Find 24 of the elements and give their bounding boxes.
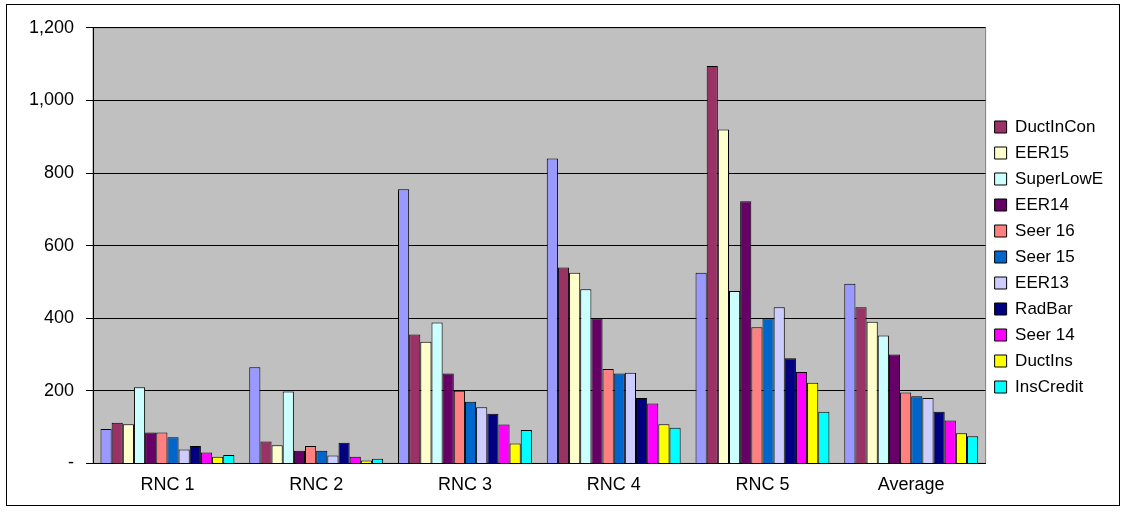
legend-label: Seer 15 xyxy=(1015,246,1075,266)
y-tick-label: 400 xyxy=(44,307,75,328)
legend-label: SuperLowE xyxy=(1015,168,1103,188)
x-tick-label: RNC 3 xyxy=(437,474,492,495)
x-tick-label: RNC 5 xyxy=(735,474,790,495)
y-tick-label: - xyxy=(68,452,75,473)
legend-label: DuctInCon xyxy=(1015,116,1096,136)
y-tick-label: 200 xyxy=(44,379,75,400)
y-tick-label: 1,200 xyxy=(29,16,75,37)
legend-label: Seer 14 xyxy=(1015,324,1075,344)
legend-label: RadBar xyxy=(1015,298,1074,318)
y-tick-label: 1,000 xyxy=(29,89,75,110)
x-tick-label: Average xyxy=(877,474,945,495)
x-tick-label: RNC 4 xyxy=(586,474,641,495)
y-tick-label: 600 xyxy=(44,234,75,255)
legend-label: Seer 16 xyxy=(1015,220,1075,240)
legend-label: InsCredit xyxy=(1015,376,1084,396)
x-tick-label: RNC 1 xyxy=(140,474,195,495)
y-tick-label: 800 xyxy=(44,161,75,182)
x-tick-label: RNC 2 xyxy=(289,474,344,495)
legend-label: EER15 xyxy=(1015,142,1069,162)
legend-label: EER13 xyxy=(1015,272,1069,292)
legend-label: DuctIns xyxy=(1015,350,1073,370)
legend-label: EER14 xyxy=(1015,194,1069,214)
